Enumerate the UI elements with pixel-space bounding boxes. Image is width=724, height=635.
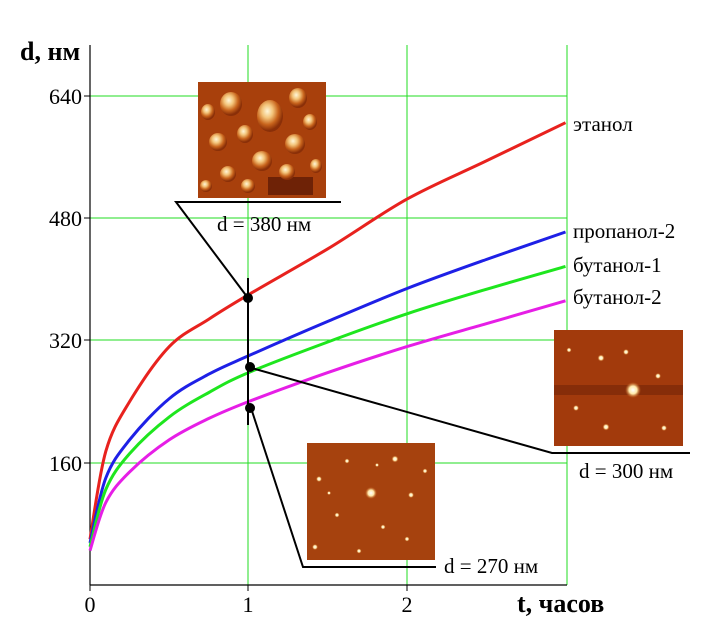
y-tick-label: 320	[49, 328, 82, 353]
afm-grain	[200, 180, 212, 192]
y-axis-title: d, нм	[20, 37, 80, 66]
axes	[84, 45, 567, 591]
afm-dot	[566, 347, 572, 353]
afm-grain	[257, 100, 283, 132]
afm-dot	[573, 405, 579, 411]
marker-point-ethanol	[243, 293, 253, 303]
grid	[90, 45, 568, 585]
afm-dot	[334, 512, 340, 518]
afm-dot	[625, 382, 641, 398]
afm-grain	[252, 151, 272, 171]
afm-grain	[237, 125, 253, 143]
callout-label-270: d = 270 нм	[444, 554, 538, 578]
marker-point-propanol	[245, 362, 255, 372]
x-tick-label: 0	[85, 592, 96, 617]
x-axis-title: t, часов	[517, 589, 604, 618]
afm-dot	[661, 425, 667, 431]
series-line-0	[88, 121, 567, 540]
afm-image-ethanol	[198, 82, 326, 198]
afm-dot	[344, 458, 350, 464]
afm-dark-patch	[268, 177, 313, 195]
afm-dot	[391, 455, 399, 463]
series-labels: этанол пропанол-2 бутанол-1 бутанол-2	[573, 112, 675, 309]
afm-grain	[289, 88, 307, 108]
afm-grain	[209, 133, 227, 151]
afm-dot	[408, 492, 414, 498]
afm-grain	[310, 159, 322, 173]
callout-label-380: d = 380 нм	[217, 212, 311, 236]
x-tick-label: 1	[243, 592, 254, 617]
y-tick-label: 640	[49, 84, 82, 109]
series-label-propanol-2: пропанол-2	[573, 219, 675, 243]
afm-dot	[356, 548, 362, 554]
afm-dot	[597, 354, 605, 362]
afm-grain	[303, 114, 317, 130]
afm-grain	[279, 164, 295, 180]
afm-dot	[365, 487, 377, 499]
series-line-1	[88, 230, 566, 544]
afm-dot	[380, 524, 386, 530]
afm-dot	[623, 349, 629, 355]
afm-dark-band	[554, 385, 683, 395]
afm-dot	[404, 536, 410, 542]
afm-dot	[316, 476, 322, 482]
marker-point-butanol	[245, 403, 255, 413]
series-label-butanol-1: бутанол-1	[573, 253, 662, 277]
afm-grain	[220, 92, 242, 116]
afm-dot	[312, 544, 318, 550]
leader-line-propanol	[247, 366, 690, 454]
y-tick-label: 160	[49, 451, 82, 476]
leader-line-butanol	[250, 407, 436, 568]
afm-background	[307, 443, 435, 560]
afm-dot	[422, 468, 428, 474]
afm-grain	[201, 104, 215, 120]
x-tick-label: 2	[402, 592, 413, 617]
afm-dot	[375, 463, 379, 467]
afm-dot	[602, 423, 610, 431]
afm-dot	[655, 373, 661, 379]
callouts: d = 380 нм d = 300 нм d = 270 нм	[174, 201, 690, 578]
afm-dot	[327, 491, 331, 495]
tick-labels: 160 320 480 640 0 1 2	[49, 84, 413, 617]
afm-image-butanol	[307, 443, 435, 560]
leader-line-ethanol	[174, 201, 341, 299]
afm-image-propanol	[554, 330, 683, 446]
afm-grain	[220, 166, 236, 182]
y-tick-label: 480	[49, 206, 82, 231]
afm-grain	[241, 179, 255, 193]
callout-label-300: d = 300 нм	[579, 459, 673, 483]
series-label-butanol-2: бутанол-2	[573, 285, 662, 309]
series-label-ethanol: этанол	[573, 112, 633, 136]
afm-grain	[285, 134, 305, 154]
